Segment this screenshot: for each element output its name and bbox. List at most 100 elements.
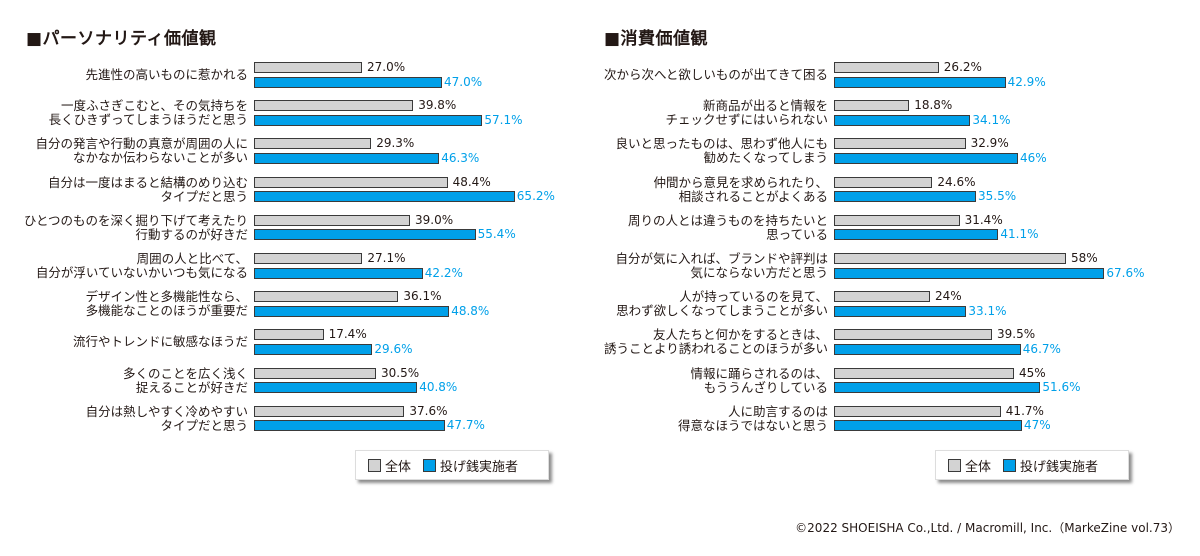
category-label-line: 人に助言するのは	[727, 403, 828, 419]
category-label-line: 自分は一度はまると結構のめり込む	[47, 174, 248, 190]
value-label-all: 17.4%	[328, 327, 367, 342]
category-label-line: 新商品が出ると情報を	[702, 98, 828, 114]
category-label-line: チェックせずにはいられない	[665, 112, 828, 128]
category-label-line: 一度ふさぎこむと、その気持ちを	[60, 98, 248, 114]
category-label: 流行やトレンドに敏感なほうだ	[73, 335, 248, 349]
bar-tippers	[834, 229, 999, 241]
category-label-line: 仲間から意見を求められたり、	[653, 174, 828, 190]
category-label: 多くのことを広く浅く 捉えることが好きだ	[122, 365, 248, 395]
bar-all	[254, 367, 376, 379]
bar-tippers	[834, 191, 976, 203]
bar-all	[834, 176, 933, 188]
value-label-tippers: 40.8%	[419, 380, 458, 395]
bar-tippers	[254, 191, 515, 203]
category-label: デザイン性と多機能性なら、 多機能なことのほうが重要だ	[85, 290, 248, 318]
bar-tippers	[834, 420, 1022, 432]
copyright: ©2022 SHOEISHA Co.,Ltd. / Macromill, Inc…	[795, 521, 1180, 535]
chart-title-personality: ■パーソナリティ価値観	[26, 29, 217, 49]
value-label-tippers: 46.3%	[441, 150, 480, 165]
category-label-line: 情報に踊らされるのは、	[690, 365, 828, 381]
category-label-line: ひとつのものを深く掘り下げて考えたり	[23, 212, 248, 228]
value-label-all: 24.6%	[937, 174, 976, 189]
legend-swatch-tippers	[423, 458, 437, 472]
bar-all	[834, 405, 1001, 417]
bar-tippers	[834, 76, 1006, 88]
bar-tippers	[254, 114, 483, 126]
bar-all	[254, 405, 405, 417]
value-label-tippers: 42.2%	[424, 265, 463, 280]
category-label: 周囲の人と比べて、 自分が浮いていないかいつも気になる	[36, 252, 248, 280]
value-label-all: 27.1%	[367, 251, 406, 265]
category-label: 人に助言するのは 得意なほうではないと思う	[677, 403, 828, 433]
bar-all	[834, 253, 1066, 264]
category-label-line: 思わず欲しくなってしまうことが多い	[616, 303, 828, 319]
value-label-tippers: 47.7%	[446, 418, 485, 433]
value-label-all: 27.0%	[367, 60, 406, 74]
category-label: 先進性の高いものに惹かれる	[85, 68, 248, 82]
bar-all	[254, 62, 362, 73]
value-label-all: 39.0%	[415, 212, 454, 227]
bar-tippers	[834, 382, 1041, 394]
category-label: 仲間から意見を求められたり、 相談されることがよくある	[653, 174, 828, 204]
value-label-all: 18.8%	[914, 98, 953, 113]
category-label-line: なかなか伝わらないことが多い	[72, 150, 248, 166]
category-label-line: タイプだと思う	[160, 417, 248, 433]
category-label-line: 周囲の人と比べて、	[136, 251, 248, 266]
category-label-line: 周りの人とは違うものを持ちたいと	[627, 212, 828, 228]
value-label-all: 41.7%	[1005, 403, 1044, 418]
category-label-line: 気にならない方だと思う	[690, 265, 828, 280]
category-label: 自分が気に入れば、ブランドや評判は 気にならない方だと思う	[615, 252, 828, 280]
category-label-line: もううんざりしている	[703, 379, 828, 395]
legend-swatch-all	[948, 458, 961, 472]
value-label-all: 39.8%	[418, 98, 457, 113]
category-label: 自分は一度はまると結構のめり込む タイプだと思う	[47, 174, 248, 204]
value-label-all: 39.5%	[997, 327, 1036, 342]
bar-all	[254, 138, 372, 150]
value-label-tippers: 33.1%	[968, 303, 1007, 318]
category-label: 友人たちと何かをするときは、 誘うことより誘われることのほうが多い	[604, 328, 828, 356]
bar-tippers	[834, 114, 971, 126]
bar-all	[254, 291, 399, 303]
category-label-line: 人が持っているのを見て、	[679, 289, 828, 305]
category-label: 一度ふさぎこむと、その気持ちを 長くひきずってしまうほうだと思う	[49, 99, 248, 127]
category-label-line: 多くのことを広く浅く	[122, 365, 248, 381]
value-label-tippers: 57.1%	[484, 112, 523, 127]
category-label-line: 思っている	[766, 226, 828, 242]
legend-label-all: 全体	[385, 459, 412, 475]
bar-tippers	[254, 382, 418, 394]
value-label-all: 29.3%	[376, 136, 415, 151]
category-label-line: 誘うことより誘われることのほうが多い	[603, 341, 828, 357]
category-label-line: タイプだと思う	[160, 188, 248, 204]
value-label-tippers: 41.1%	[1000, 227, 1039, 242]
value-label-tippers: 35.5%	[978, 189, 1017, 204]
bar-tippers	[254, 229, 476, 241]
category-label: 自分は熱しやすく冷めやすい タイプだと思う	[86, 404, 248, 433]
bar-all	[254, 176, 448, 188]
value-label-all: 24%	[935, 289, 962, 304]
chart-title-consumption: ■消費価値観	[604, 29, 709, 49]
category-label-line: 自分が浮いていないかいつも気になる	[35, 265, 248, 280]
bar-all	[834, 367, 1014, 379]
value-label-tippers: 47%	[1024, 418, 1051, 433]
category-label-line: 得意なほうではないと思う	[677, 417, 828, 433]
value-label-all: 30.5%	[381, 365, 420, 380]
category-label: 人が持っているのを見て、 思わず欲しくなってしまうことが多い	[616, 290, 828, 318]
bar-all	[834, 138, 966, 150]
category-label: 新商品が出ると情報を チェックせずにはいられない	[665, 99, 828, 127]
bar-all	[254, 329, 324, 341]
legend-consumption: 全体 投げ銭実施者	[935, 450, 1129, 480]
category-label: 自分の発言や行動の真意が周囲の人に なかなか伝わらないことが多い	[35, 137, 248, 165]
category-label-line: 自分が気に入れば、ブランドや評判は	[615, 251, 828, 266]
value-label-all: 37.6%	[409, 403, 448, 418]
bar-all	[834, 214, 960, 226]
bar-all	[254, 253, 363, 264]
value-label-all: 58%	[1071, 251, 1098, 265]
bar-tippers	[834, 267, 1105, 279]
value-label-tippers: 51.6%	[1042, 380, 1081, 395]
bar-tippers	[254, 267, 423, 279]
value-label-tippers: 47.0%	[444, 74, 483, 89]
category-label-line: デザイン性と多機能性なら、	[85, 289, 248, 305]
bar-tippers	[834, 152, 1018, 164]
value-label-tippers: 46%	[1020, 150, 1047, 165]
